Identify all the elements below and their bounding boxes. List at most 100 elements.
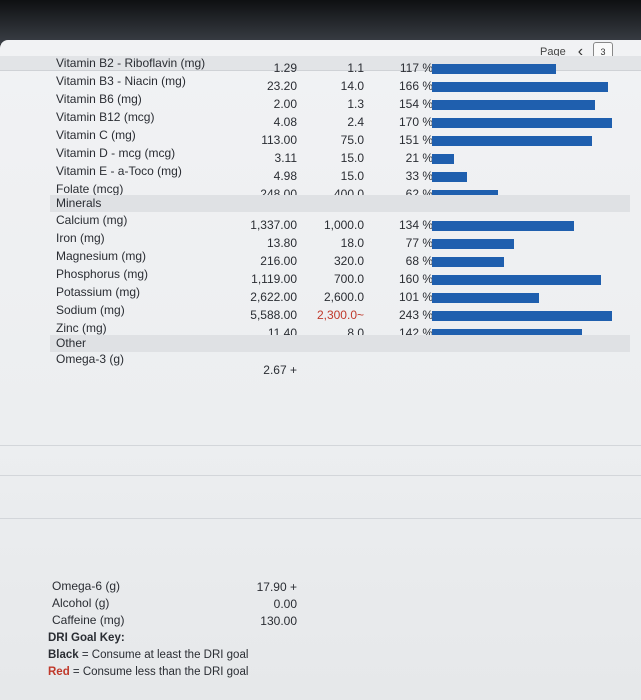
percent-bar — [432, 64, 556, 74]
dri-goal: 1,000.0 — [323, 218, 364, 232]
nutrient-value: 2,622.00 — [250, 290, 297, 304]
browser-top-bar — [0, 0, 641, 44]
dri-goal: 2,600.0 — [323, 290, 364, 304]
divider-line — [0, 475, 641, 476]
nutrient-name: Iron (mg) — [56, 231, 105, 245]
nutrient-value: 0.00 — [273, 597, 297, 611]
nutrient-value: 130.00 — [260, 614, 297, 628]
table-row: Vitamin E - a-Toco (mg) 4.98 15.0 33 % — [0, 164, 641, 183]
percent-of-goal: 243 % — [398, 308, 433, 322]
dri-goal: 1.1 — [347, 61, 364, 75]
nutrient-name: Zinc (mg) — [56, 321, 107, 335]
nutrient-name: Omega-6 (g) — [52, 579, 121, 593]
nutrient-name: Sodium (mg) — [56, 303, 125, 317]
percent-of-goal: 134 % — [398, 218, 433, 232]
percent-of-goal: 21 % — [405, 151, 433, 165]
nutrient-value: 1,119.00 — [251, 272, 297, 286]
percent-of-goal: 160 % — [398, 272, 433, 286]
nutrient-name: Vitamin D - mcg (mcg) — [56, 146, 176, 160]
section-label: Minerals — [56, 196, 102, 210]
table-row: Vitamin B6 (mg) 2.00 1.3 154 % — [0, 92, 641, 111]
percent-bar — [432, 221, 574, 231]
nutrient-value: 2.67 + — [263, 363, 297, 377]
section-label: Other — [56, 336, 87, 350]
percent-bar — [432, 311, 612, 321]
dri-key-title: DRI Goal Key: — [48, 632, 125, 644]
nutrient-name: Caffeine (mg) — [52, 613, 125, 627]
nutrient-name: Omega-3 (g) — [56, 352, 125, 366]
table-row: Sodium (mg) 5,588.00 2,300.0~ 243 % — [0, 303, 641, 322]
table-row: Magnesium (mg) 216.00 320.0 68 % — [0, 249, 641, 268]
report-page — [0, 40, 641, 700]
dri-goal: 14.0 — [340, 79, 364, 93]
percent-bar — [432, 100, 596, 110]
nutrient-name: Vitamin B2 - Riboflavin (mg) — [56, 56, 206, 70]
percent-bar — [432, 172, 467, 182]
percent-bar — [432, 118, 612, 128]
nutrient-name: Folate (mcg) — [56, 182, 124, 196]
dri-goal: 75.0 — [340, 133, 364, 147]
dri-key-red: Red = Consume less than the DRI goal — [48, 666, 249, 678]
nutrient-value: 4.08 — [273, 115, 297, 129]
dri-goal: 700.0 — [333, 272, 364, 286]
percent-bar — [432, 136, 592, 146]
table-row: Alcohol (g) 0.00 — [0, 592, 641, 611]
table-row: Omega-6 (g) 17.90 + — [0, 575, 641, 594]
table-row: Caffeine (mg) 130.00 — [0, 609, 641, 628]
dri-goal: 15.0 — [340, 151, 364, 165]
percent-bar — [432, 154, 455, 164]
nutrient-value: 1.29 — [273, 61, 297, 75]
dri-goal: 2.4 — [347, 115, 364, 129]
nutrient-name: Vitamin C (mg) — [56, 128, 136, 142]
nutrient-name: Vitamin E - a-Toco (mg) — [56, 164, 182, 178]
dri-goal: 15.0 — [340, 169, 364, 183]
nutrient-name: Alcohol (g) — [52, 596, 110, 610]
dri-goal: 1.3 — [347, 97, 364, 111]
nutrient-name: Vitamin B3 - Niacin (mg) — [56, 74, 186, 88]
dri-key-black: Black = Consume at least the DRI goal — [48, 649, 249, 661]
nutrient-value: 17.90 + — [256, 580, 297, 594]
percent-of-goal: 151 % — [398, 133, 433, 147]
table-row: Calcium (mg) 1,337.00 1,000.0 134 % — [0, 213, 641, 232]
chevron-left-icon[interactable]: ‹ — [577, 43, 584, 60]
table-row: Potassium (mg) 2,622.00 2,600.0 101 % — [0, 285, 641, 304]
nutrient-value: 113.00 — [261, 133, 297, 147]
nutrient-name: Calcium (mg) — [56, 213, 128, 227]
percent-of-goal: 68 % — [405, 254, 433, 268]
percent-bar — [432, 239, 514, 249]
dri-goal: 18.0 — [340, 236, 364, 250]
divider-line — [0, 445, 641, 446]
table-row: Vitamin D - mcg (mcg) 3.11 15.0 21 % — [0, 146, 641, 165]
nutrient-name: Vitamin B12 (mcg) — [56, 110, 155, 124]
percent-bar — [432, 82, 608, 92]
percent-bar — [432, 257, 504, 267]
table-row: Phosphorus (mg) 1,119.00 700.0 160 % — [0, 267, 641, 286]
nutrient-name: Phosphorus (mg) — [56, 267, 149, 281]
nutrient-value: 3.11 — [274, 151, 297, 165]
percent-of-goal: 101 % — [398, 290, 433, 304]
table-row: Iron (mg) 13.80 18.0 77 % — [0, 231, 641, 250]
percent-bar — [432, 293, 539, 303]
nutrient-name: Potassium (mg) — [56, 285, 141, 299]
section-header-other: Other — [50, 335, 630, 352]
nutrient-value: 5,588.00 — [250, 308, 297, 322]
nutrient-value: 216.00 — [260, 254, 297, 268]
dri-goal: 320.0 — [333, 254, 364, 268]
table-row: Vitamin B3 - Niacin (mg) 23.20 14.0 166 % — [0, 74, 641, 93]
nutrient-name: Magnesium (mg) — [56, 249, 147, 263]
percent-of-goal: 154 % — [398, 97, 433, 111]
table-row: Zinc (mg) 11.40 8.0 142 % — [0, 321, 641, 340]
table-row: Vitamin B2 - Riboflavin (mg) 1.29 1.1 117 % — [0, 56, 641, 75]
nutrient-value: 4.98 — [273, 169, 297, 183]
table-row: Vitamin C (mg) 113.00 75.0 151 % — [0, 128, 641, 147]
divider-line — [0, 518, 641, 519]
page-label: Page — [540, 46, 566, 58]
percent-of-goal: 117 % — [399, 61, 433, 75]
nutrient-value: 2.00 — [273, 97, 297, 111]
dri-goal: 2,300.0~ — [316, 308, 364, 322]
section-header-minerals: Minerals — [50, 195, 630, 212]
nutrient-value: 1,337.00 — [250, 218, 297, 232]
percent-bar — [432, 329, 583, 339]
percent-of-goal: 33 % — [405, 169, 433, 183]
nutrient-value: 13.80 — [266, 236, 297, 250]
